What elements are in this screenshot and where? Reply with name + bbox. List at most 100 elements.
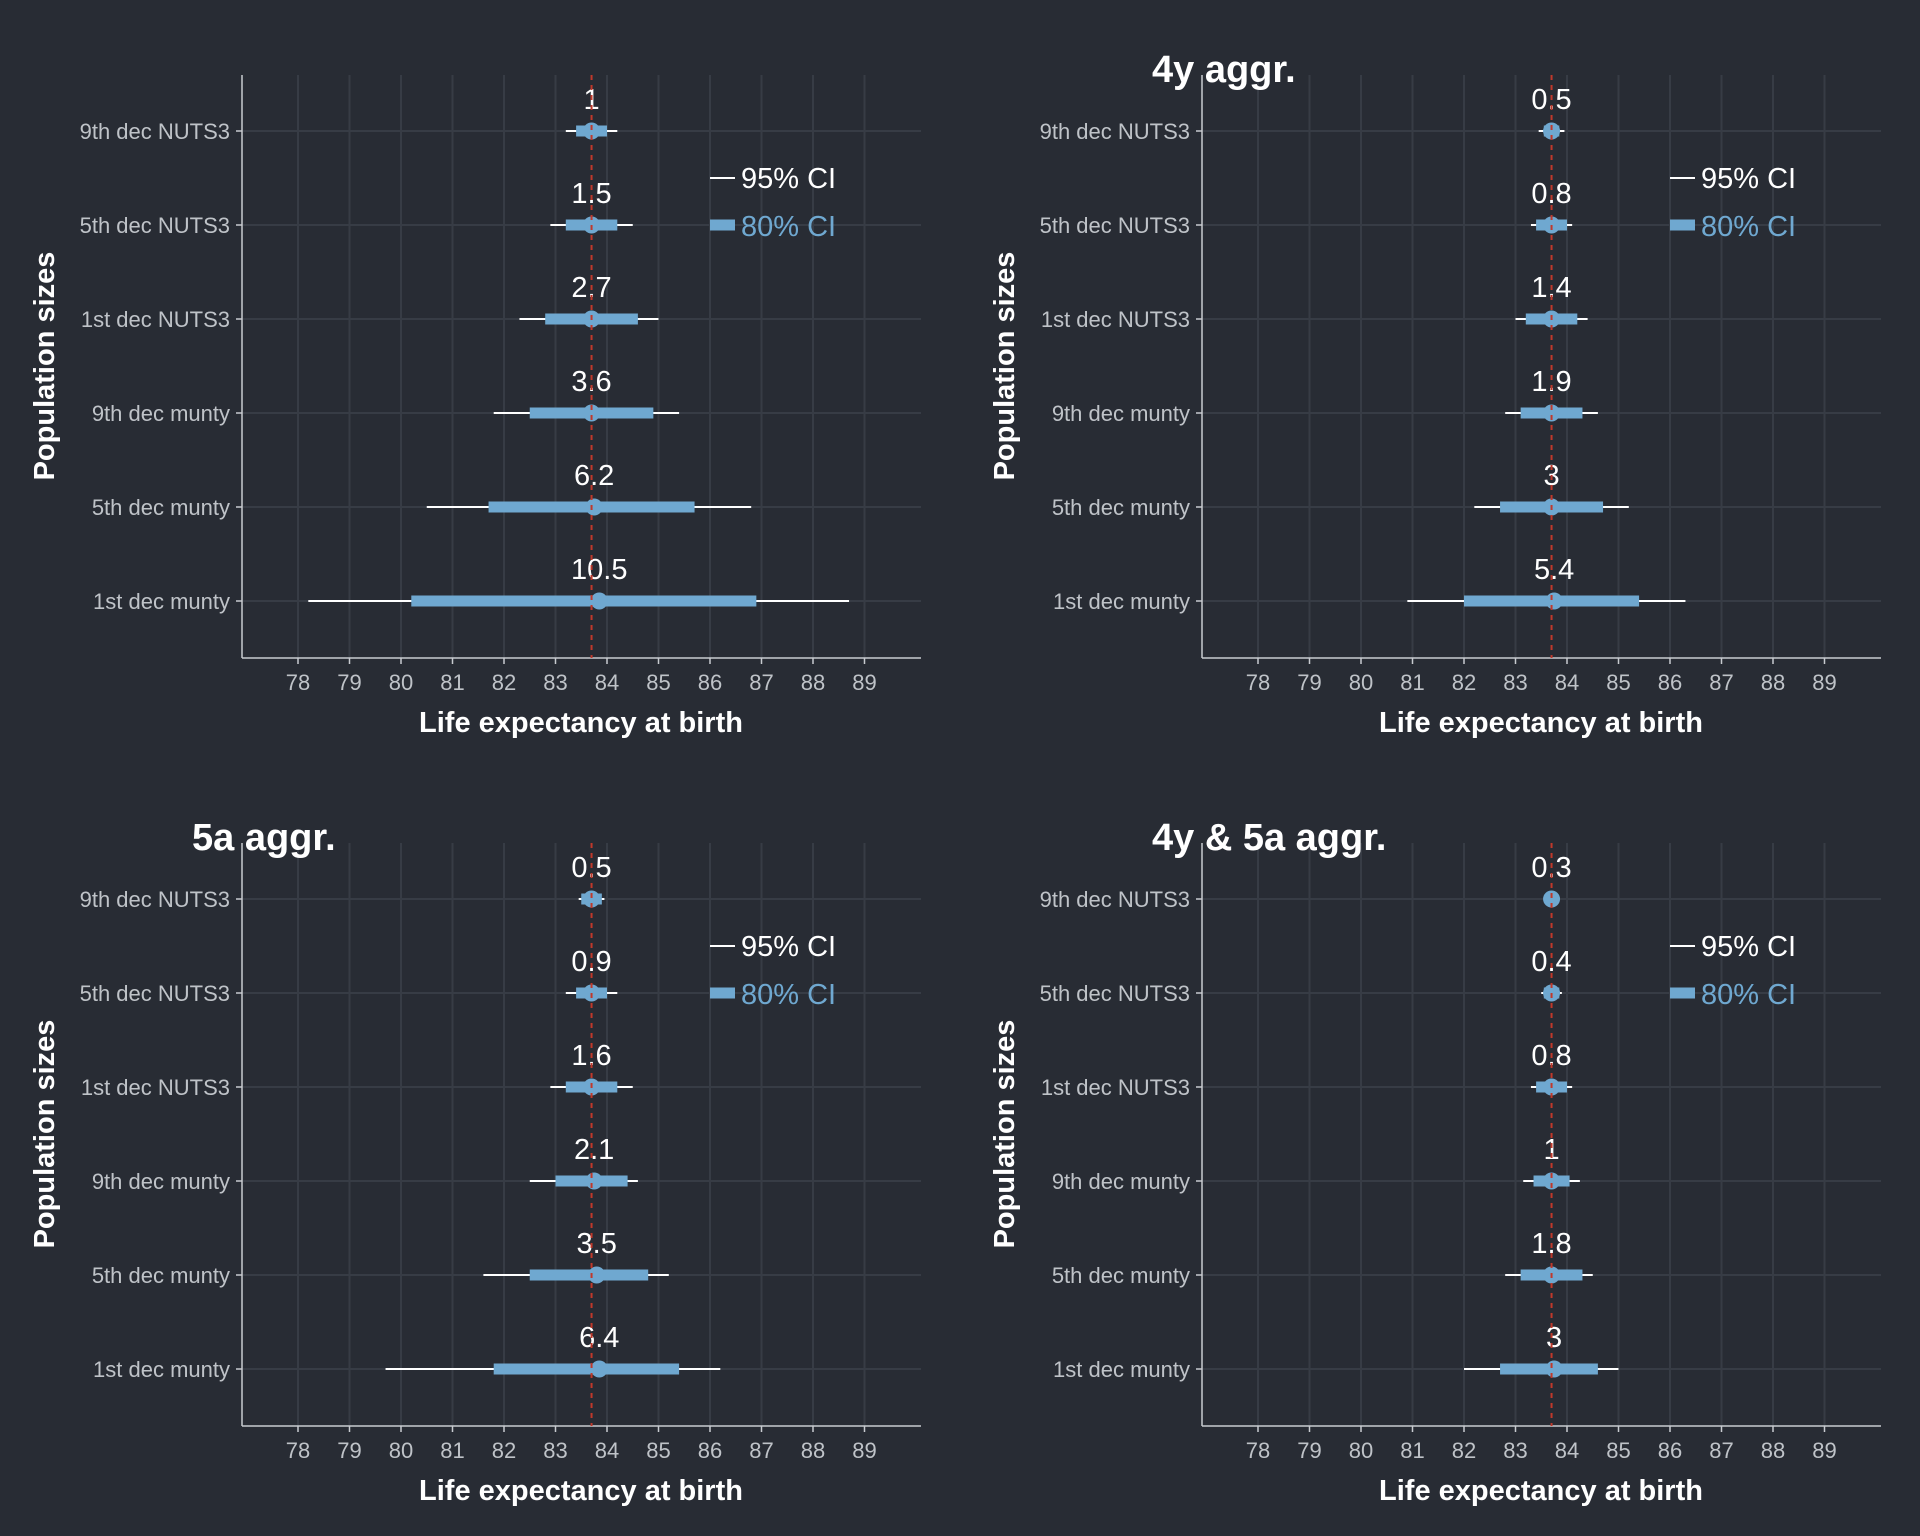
panel-title: 5a aggr. [192,817,336,859]
x-tick-label-82: 82 [492,670,516,695]
y-tick-label-4: 9th dec munty [92,401,230,426]
x-tick-label-80: 80 [389,670,413,695]
x-tick-label-78: 78 [286,1438,310,1463]
chart-panel-2: 78 79 80 81 82 83 84 85 86 87 88 89 9th dec NUTS3 5th… [989,49,1881,739]
y-tick-label-2: 5th dec NUTS3 [1040,213,1190,238]
y-tick-label-3: 1st dec NUTS3 [81,307,230,332]
x-tick-label-86: 86 [698,670,722,695]
point-estimate-4 [1543,1172,1561,1190]
legend-ci80-label: 80% CI [1701,979,1796,1011]
y-tick-label-4: 9th dec munty [1052,401,1190,426]
x-tick-label-83: 83 [1503,1438,1527,1463]
x-tick-label-85: 85 [646,670,670,695]
x-tick-label-84: 84 [595,670,619,695]
y-tick-label-6: 1st dec munty [93,589,230,614]
x-tick-label-80: 80 [1349,670,1373,695]
y-tick-label-4: 9th dec munty [92,1169,230,1194]
x-tick-label-83: 83 [543,1438,567,1463]
legend: 95% CI 80% CI [710,163,836,243]
x-tick-label-88: 88 [1761,670,1785,695]
x-tick-label-81: 81 [1400,670,1424,695]
interval-width-label-6: 3 [1546,1322,1562,1354]
y-axis-title: Population sizes [989,1020,1021,1249]
point-estimate-6 [1545,592,1563,610]
interval-width-label-4: 1.9 [1531,366,1571,398]
x-tick-label-85: 85 [1606,1438,1630,1463]
point-estimate-4 [583,404,601,422]
interval-width-label-2: 0.4 [1531,946,1571,978]
x-tick-label-81: 81 [1400,1438,1424,1463]
chart-panel-1: 78 79 80 81 82 83 84 85 86 87 88 89 9th dec NUTS3 5th… [29,75,921,739]
x-axis-title: Life expectancy at birth [1379,1475,1703,1507]
legend: 95% CI 80% CI [1670,163,1796,243]
point-estimate-4 [1543,404,1561,422]
x-tick-label-78: 78 [286,670,310,695]
panel-title: 4y aggr. [1152,49,1296,91]
x-tick-label-84: 84 [595,1438,619,1463]
x-axis-title: Life expectancy at birth [419,1475,743,1507]
x-tick-label-87: 87 [1709,670,1733,695]
legend-ci95-label: 95% CI [1701,931,1796,963]
y-tick-label-6: 1st dec munty [1053,589,1190,614]
point-estimate-1 [1543,890,1561,908]
legend-ci80-label: 80% CI [1701,211,1796,243]
y-tick-label-3: 1st dec NUTS3 [81,1075,230,1100]
legend-ci95-label: 95% CI [741,163,836,195]
legend: 95% CI 80% CI [710,931,836,1011]
x-tick-label-81: 81 [440,670,464,695]
y-tick-label-2: 5th dec NUTS3 [80,213,230,238]
x-tick-label-86: 86 [1658,1438,1682,1463]
y-tick-label-3: 1st dec NUTS3 [1041,1075,1190,1100]
x-axis-title: Life expectancy at birth [1379,707,1703,739]
x-tick-label-79: 79 [1297,670,1321,695]
x-tick-label-88: 88 [1761,1438,1785,1463]
legend-ci95-label: 95% CI [741,931,836,963]
y-tick-label-1: 9th dec NUTS3 [1040,119,1190,144]
x-tick-label-83: 83 [543,670,567,695]
y-tick-label-5: 5th dec munty [1052,1263,1190,1288]
x-tick-label-82: 82 [1452,670,1476,695]
panel-title: 4y & 5a aggr. [1152,817,1386,859]
y-tick-label-2: 5th dec NUTS3 [1040,981,1190,1006]
legend-ci80-label: 80% CI [741,979,836,1011]
interval-width-label-2: 0.8 [1531,178,1571,210]
x-tick-label-89: 89 [1812,1438,1836,1463]
y-tick-label-1: 9th dec NUTS3 [80,887,230,912]
interval-width-label-6: 5.4 [1534,554,1574,586]
x-tick-label-85: 85 [646,1438,670,1463]
x-tick-label-84: 84 [1555,1438,1579,1463]
legend-ci80-label: 80% CI [741,211,836,243]
x-tick-label-89: 89 [852,1438,876,1463]
point-estimate-4 [585,1172,603,1190]
point-estimate-6 [590,592,608,610]
x-tick-label-87: 87 [1709,1438,1733,1463]
chart-panel-4: 78 79 80 81 82 83 84 85 86 87 88 89 9th dec NUTS3 5th… [989,817,1881,1507]
point-estimate-6 [590,1360,608,1378]
y-axis-title: Population sizes [29,252,61,481]
interval-width-label-4: 3.6 [571,366,611,398]
x-tick-label-79: 79 [337,1438,361,1463]
y-tick-label-3: 1st dec NUTS3 [1041,307,1190,332]
interval-width-label-4: 2.1 [574,1134,614,1166]
y-tick-label-6: 1st dec munty [1053,1357,1190,1382]
x-tick-label-86: 86 [698,1438,722,1463]
point-estimate-1 [583,122,601,140]
y-tick-label-1: 9th dec NUTS3 [80,119,230,144]
point-estimate-1 [1543,122,1561,140]
x-tick-label-88: 88 [801,670,825,695]
interval-width-label-4: 1 [1543,1134,1559,1166]
y-tick-label-2: 5th dec NUTS3 [80,981,230,1006]
interval-width-label-2: 1.5 [571,178,611,210]
x-tick-label-89: 89 [1812,670,1836,695]
legend: 95% CI 80% CI [1670,931,1796,1011]
x-tick-label-87: 87 [749,670,773,695]
point-estimate-6 [1545,1360,1563,1378]
y-tick-label-4: 9th dec munty [1052,1169,1190,1194]
x-tick-label-82: 82 [1452,1438,1476,1463]
y-axis-title: Population sizes [29,1020,61,1249]
interval-width-label-6: 6.4 [579,1322,619,1354]
x-axis-title: Life expectancy at birth [419,707,743,739]
x-tick-label-81: 81 [440,1438,464,1463]
x-tick-label-85: 85 [1606,670,1630,695]
